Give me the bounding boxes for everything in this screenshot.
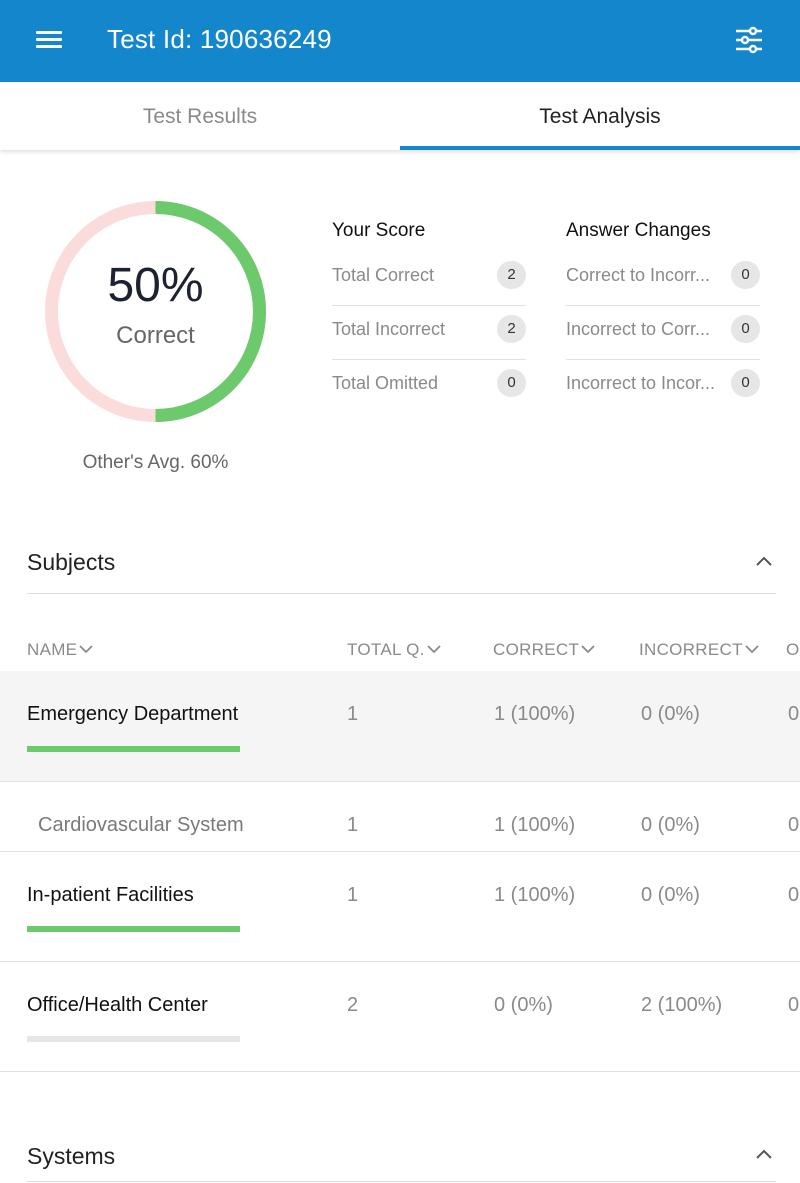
row-name: Cardiovascular System — [38, 814, 244, 836]
stat-label: Correct to Incorr... — [566, 265, 711, 285]
change-incorrect-to-correct: Incorrect to Corr... 0 — [566, 305, 760, 360]
score-percent: 50% — [107, 259, 204, 312]
stat-count-badge: 0 — [731, 315, 760, 343]
your-score-title: Your Score — [332, 220, 426, 241]
stat-label: Total Correct — [332, 265, 435, 285]
column-header-label: TOTAL Q. — [347, 640, 425, 659]
stat-label: Total Incorrect — [332, 319, 446, 339]
row-omitted: 0 — [788, 994, 800, 1016]
sort-chevron-down-icon — [79, 644, 93, 653]
filter-settings-icon[interactable] — [734, 26, 764, 54]
change-incorrect-to-incorrect: Incorrect to Incor... 0 — [566, 359, 760, 413]
row-total: 1 — [347, 814, 359, 836]
table-row-cardiovascular-system[interactable]: Cardiovascular System 1 1 (100%) 0 (0%) … — [0, 782, 800, 850]
stat-label: Incorrect to Incor... — [566, 373, 716, 393]
tab-test-analysis[interactable]: Test Analysis — [539, 105, 661, 128]
stat-label: Incorrect to Corr... — [566, 319, 711, 339]
table-row-in-patient-facilities[interactable]: In-patient Facilities 1 1 (100%) 0 (0%) … — [0, 852, 800, 960]
column-header-label: CORRECT — [493, 640, 580, 659]
stat-label: Total Omitted — [332, 373, 439, 393]
row-name: Emergency Department — [27, 703, 239, 725]
row-total: 2 — [347, 994, 359, 1016]
row-incorrect: 0 (0%) — [641, 884, 700, 906]
sort-chevron-down-icon — [581, 644, 595, 653]
hamburger-menu-icon[interactable] — [36, 29, 62, 51]
row-divider — [0, 1071, 800, 1072]
column-header-total[interactable]: TOTAL Q. — [347, 640, 441, 660]
systems-section-title: Systems — [27, 1143, 116, 1169]
row-progress-fill — [27, 746, 240, 752]
sort-chevron-down-icon — [427, 644, 441, 653]
row-omitted: 0 — [788, 703, 800, 725]
row-total: 1 — [347, 884, 359, 906]
column-header-correct[interactable]: CORRECT — [493, 640, 595, 660]
stat-total-incorrect: Total Incorrect 2 — [332, 305, 526, 360]
tab-bar: Test Results Test Analysis — [0, 82, 800, 150]
row-incorrect: 2 (100%) — [641, 994, 723, 1016]
row-total: 1 — [347, 703, 359, 725]
row-progress-bar — [27, 1036, 240, 1042]
score-caption: Correct — [116, 322, 195, 349]
others-average: Other's Avg. 60% — [82, 452, 229, 473]
column-header-incorrect[interactable]: INCORRECT — [639, 640, 759, 660]
column-header-name[interactable]: NAME — [27, 640, 93, 660]
row-incorrect: 0 (0%) — [641, 703, 700, 725]
row-divider — [0, 961, 800, 962]
tab-test-results[interactable]: Test Results — [142, 105, 258, 128]
subjects-section-title: Subjects — [27, 549, 116, 575]
row-correct: 1 (100%) — [494, 703, 576, 725]
stat-count-badge: 0 — [731, 261, 760, 289]
row-name: In-patient Facilities — [27, 884, 194, 906]
stat-count-badge: 0 — [497, 369, 526, 397]
page-title: Test Id: 190636249 — [107, 24, 332, 54]
row-divider — [0, 851, 800, 852]
row-progress-bar — [27, 926, 240, 932]
change-correct-to-incorrect: Correct to Incorr... 0 — [566, 251, 760, 306]
column-header-omitted[interactable]: O — [786, 640, 800, 660]
answer-changes-title: Answer Changes — [566, 220, 711, 241]
column-header-label: NAME — [27, 640, 78, 659]
active-tab-indicator — [400, 146, 800, 150]
stat-count-badge: 2 — [497, 315, 526, 343]
sort-chevron-down-icon — [745, 644, 759, 653]
table-row-office-health-center[interactable]: Office/Health Center 2 0 (0%) 2 (100%) 0 — [0, 962, 800, 1070]
app-bar: Test Id: 190636249 — [0, 0, 800, 82]
row-progress-fill — [27, 926, 240, 932]
stat-count-badge: 0 — [731, 369, 760, 397]
column-header-label: O — [786, 640, 800, 659]
collapse-subjects-chevron-up-icon[interactable] — [756, 556, 772, 566]
row-divider — [0, 781, 800, 782]
stat-total-omitted: Total Omitted 0 — [332, 359, 526, 413]
row-correct: 1 (100%) — [494, 884, 576, 906]
section-divider — [27, 1181, 776, 1182]
section-divider — [27, 593, 776, 594]
row-omitted: 0 — [788, 814, 800, 836]
table-row-emergency-department[interactable]: Emergency Department 1 1 (100%) 0 (0%) 0 — [0, 671, 800, 781]
column-header-label: INCORRECT — [639, 640, 743, 659]
stat-count-badge: 2 — [497, 261, 526, 289]
collapse-systems-chevron-up-icon[interactable] — [756, 1149, 772, 1159]
score-donut-chart — [45, 201, 266, 422]
row-incorrect: 0 (0%) — [641, 814, 700, 836]
stat-total-correct: Total Correct 2 — [332, 251, 526, 306]
row-correct: 0 (0%) — [494, 994, 553, 1016]
row-progress-bar — [27, 746, 240, 752]
row-name: Office/Health Center — [27, 994, 208, 1016]
donut-correct-arc — [155, 201, 266, 422]
row-omitted: 0 — [788, 884, 800, 906]
row-correct: 1 (100%) — [494, 814, 576, 836]
